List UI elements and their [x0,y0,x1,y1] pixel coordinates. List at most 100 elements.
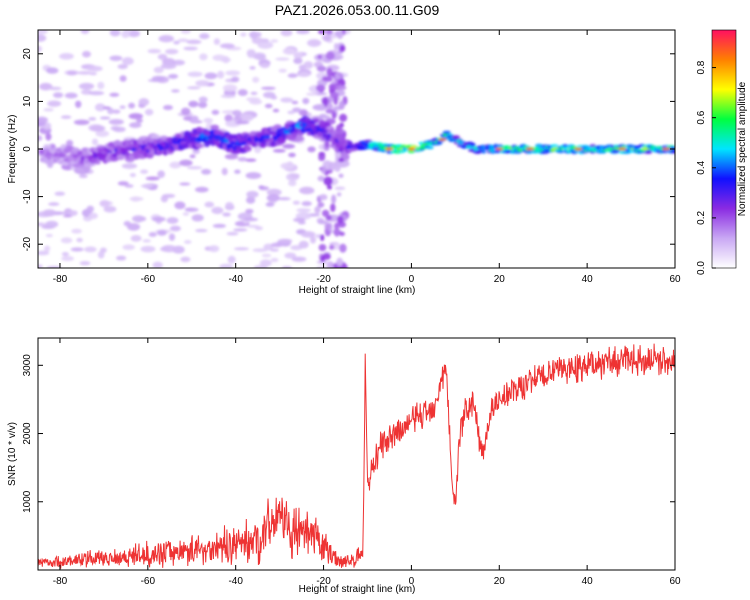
spectrogram-cell [78,82,95,90]
spectrogram-cell [324,76,333,83]
x-tick-label: 40 [582,274,594,285]
spectrogram-cell [161,245,177,253]
spectrogram-cell [225,70,241,76]
spectrogram-cell [169,161,182,169]
spectrogram-cell [43,245,51,252]
spectrogram-frame [37,29,676,269]
spectrogram-cell [338,157,345,163]
spectrogram-cell [291,256,307,262]
spectrogram-cell [210,124,220,131]
spectrogram-cell [128,154,135,159]
snr-ticks: -80 -60 -40 -20 0 20 40 60 1000 2000 3000 [22,338,681,587]
spectrogram-cell [188,100,199,108]
spectrogram-cell [160,195,169,203]
spectrogram-cell [327,126,333,131]
spectrogram-cell [119,75,127,82]
spectrogram-cell [173,40,180,45]
x-tick-label: -20 [316,274,331,285]
spectrogram-cell [129,196,144,202]
spectrogram-cell [407,147,416,151]
spectrogram-cell [364,143,370,147]
spectrogram-cell [91,138,99,146]
spectrogram-cell [280,97,294,103]
spectrogram-cell [535,143,543,147]
spectrogram-cell [299,186,315,195]
spectrogram-cell [46,265,62,268]
spectrogram-cell [337,85,347,91]
spectrogram-cell [309,236,317,244]
spectrogram-cell [117,64,128,70]
spectrogram-cell [189,154,196,159]
x-tick-label: 0 [409,274,415,285]
spectrogram-cell [249,31,258,40]
snr-panel: -80 -60 -40 -20 0 20 40 60 1000 2000 3000 Height o… [7,337,681,595]
spectrogram-cell [157,53,168,60]
x-tick-label: 60 [669,274,681,285]
y-tick-label: -10 [22,189,33,204]
spectrogram-cell [184,207,194,211]
snr-frame [37,337,676,571]
spectrogram-cell [121,163,138,169]
spectrogram-cell [302,97,310,105]
spectrogram-cell [151,75,165,82]
spectrogram-cell [298,240,309,249]
spectrogram-cell [47,163,54,168]
colorbar-tick-label: 0.0 [696,261,707,275]
spectrogram-cell [288,152,296,158]
spectrogram-cell [298,64,306,71]
spectrogram-cell [645,149,651,153]
spectrogram-cell [288,180,297,187]
spectrogram-cell [163,105,173,111]
spectrogram-cell [270,257,279,263]
spectrogram-cell [47,100,62,107]
spectrogram-cell [317,30,326,35]
spectrogram-cell [317,201,325,208]
spectrogram-cell [333,42,339,51]
spectrogram-cell [284,252,297,259]
snr-y-label: SNR (10 * v/v) [7,422,18,486]
spectrogram-cell [48,202,60,206]
spectrogram-cell [152,216,166,222]
spectrogram-cell [254,145,262,154]
y-tick-label: 1000 [22,490,33,513]
spectrogram-cell [97,81,105,90]
spectrogram-cell [618,147,627,151]
y-tick-label: 20 [22,48,33,60]
spectrogram-cell [147,48,162,54]
snr-series-line [38,343,675,569]
spectrogram-cell [301,201,312,207]
spectrogram-cell [257,41,274,49]
spectrogram-cell [280,162,295,170]
spectrogram-cell [317,220,329,225]
spectrogram-cell [129,173,136,178]
spectrogram-cell [245,158,257,162]
spectrogram-cell [195,186,209,193]
spectrogram-cell [124,184,134,188]
spectrogram-cell [219,43,235,49]
spectrogram-cell [261,253,272,258]
spectrogram-cell [385,147,394,151]
spectrogram-cell [160,63,177,70]
spectrogram-cell [42,209,57,217]
spectrogram-cell [54,191,66,196]
spectrogram-cell [282,143,296,149]
spectrogram-cell [38,264,43,268]
spectrogram-y-label: Frequency (Hz) [7,115,18,184]
spectrogram-cell [320,255,326,263]
x-tick-label: 20 [494,576,506,587]
x-tick-label: -80 [53,274,68,285]
spectrogram-cell [212,223,227,228]
spectrogram-cell [172,59,185,66]
spectrogram-cell [334,72,340,80]
spectrogram-cell [270,95,278,100]
spectrogram-cell [426,146,434,150]
spectrogram-cell [298,71,310,78]
spectrogram-cell [183,46,198,51]
spectrogram-cell [43,108,54,112]
spectrogram-cell [128,113,143,120]
spectrogram-cell [326,102,333,110]
spectrogram-cell [94,103,106,112]
spectrogram-cell [140,184,154,188]
spectrogram-cell [291,100,299,105]
